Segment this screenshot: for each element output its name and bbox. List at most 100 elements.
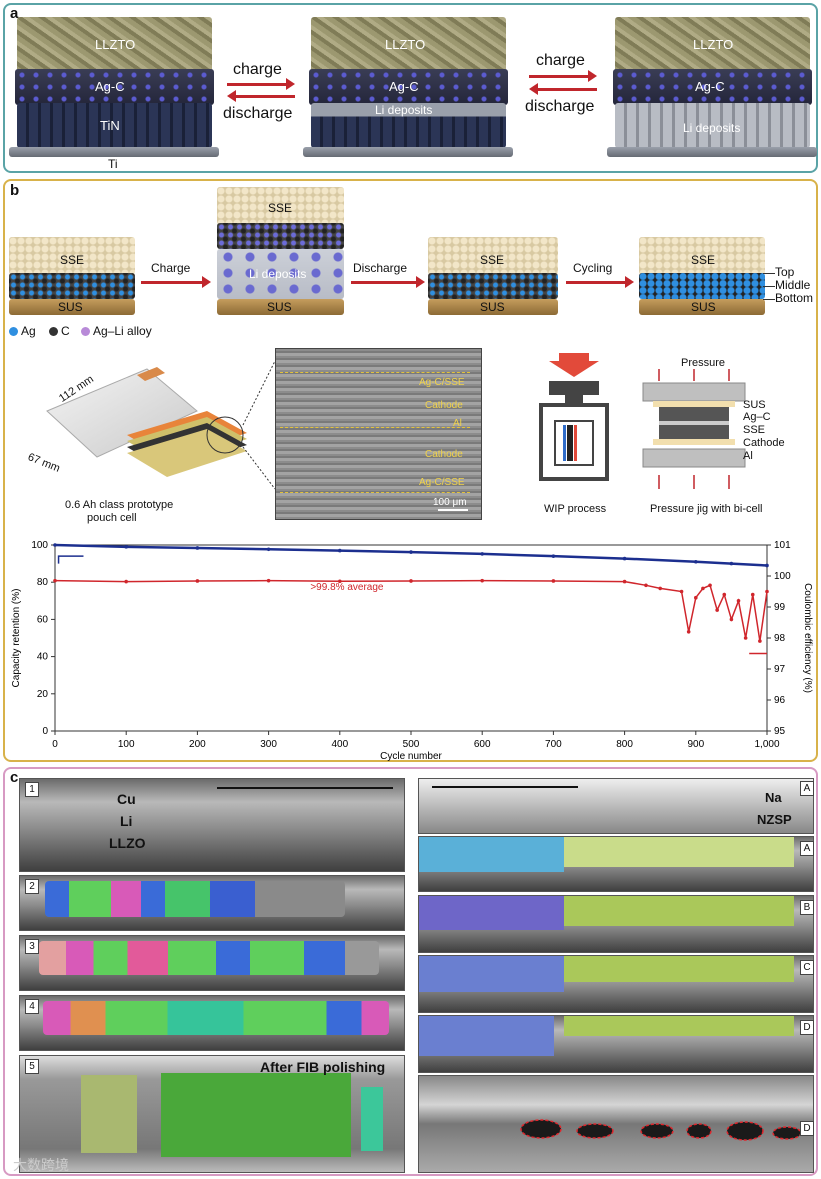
data-point <box>736 599 741 603</box>
data-point <box>338 548 342 553</box>
ebsd-grain <box>564 956 794 982</box>
discharge-arrow <box>351 276 425 288</box>
llzto-layer <box>615 17 810 72</box>
jig-sus-label: SUS <box>743 399 766 411</box>
discharge-label: discharge <box>223 105 293 122</box>
data-point <box>765 589 769 594</box>
cycling-step-label: Cycling <box>573 261 613 275</box>
region-tag: B <box>800 900 814 915</box>
data-point <box>644 583 648 588</box>
data-point <box>758 639 762 643</box>
data-point <box>195 579 200 583</box>
leader-line <box>763 299 775 300</box>
x-tick-label: 500 <box>403 739 420 750</box>
sus-layer <box>9 299 135 315</box>
nzsp-label: NZSP <box>757 812 792 827</box>
series-line <box>54 579 768 642</box>
bottom-layer-label: Bottom <box>775 291 814 305</box>
tin-label: TiN <box>100 118 120 133</box>
x-axis-label: Cycle number <box>380 751 442 761</box>
x-tick-label: 300 <box>260 739 277 750</box>
data-point <box>124 579 128 584</box>
llzo-label: LLZO <box>109 835 146 851</box>
middle-layer-label: Middle <box>775 278 811 292</box>
data-point <box>266 547 271 552</box>
x-tick-label: 400 <box>331 739 348 750</box>
x-tick-label: 200 <box>189 739 206 750</box>
panel-c-label: c <box>10 769 19 786</box>
jig-cathode-label: Cathode <box>743 437 785 449</box>
y2-axis-label: Coulombic efficiency (%) <box>802 583 813 693</box>
wip-process-illustration <box>539 353 609 481</box>
pressure-label: Pressure <box>681 357 726 369</box>
jig-ag-c-label: Ag–C <box>743 411 771 423</box>
y-tick-label: 0 <box>42 726 48 737</box>
jig-caption: Pressure jig with bi-cell <box>650 503 763 515</box>
scale-bar <box>432 786 578 788</box>
y2-tick-label: 96 <box>774 695 786 706</box>
ag-c-label: Ag-C <box>95 79 125 94</box>
jig-sse-label: SSE <box>743 424 766 436</box>
tin-pillars <box>17 103 212 148</box>
data-point <box>409 579 413 583</box>
x-tick-label: 0 <box>52 739 58 750</box>
data-point <box>266 578 271 583</box>
row-number: 3 <box>25 939 39 954</box>
sus-label: SUS <box>691 300 716 314</box>
data-point <box>715 608 719 612</box>
sse-label: SSE <box>268 201 293 215</box>
panel-c: c Cu Li LLZO After FIB polishing 1 2 3 4… <box>3 767 818 1176</box>
cycling-performance-chart: 0 100 200 300 400 500 600 700 800 900 1,000 0 20 40 60… <box>11 540 813 761</box>
ag-c-layer <box>613 69 812 105</box>
partial-li-pillars <box>311 103 506 148</box>
leader-line <box>763 286 775 287</box>
data-point <box>694 595 698 600</box>
ag-c-layer <box>639 273 765 299</box>
data-point <box>480 552 485 556</box>
annotation-label: >99.8% average <box>310 582 384 593</box>
region-tag: D <box>800 1020 814 1035</box>
y-tick-label: 20 <box>37 689 49 700</box>
sse-layer <box>9 237 135 275</box>
data-point <box>195 546 200 550</box>
data-point <box>658 586 662 591</box>
ag-c-layer <box>309 69 508 105</box>
pouch-caption-line2: pouch cell <box>87 512 137 524</box>
x-tick-label: 700 <box>545 739 562 750</box>
data-point <box>551 579 556 583</box>
ebsd-grain <box>564 1016 794 1036</box>
y2-tick-label: 100 <box>774 571 791 582</box>
jig-al-label: Al <box>743 450 753 462</box>
sus-label: SUS <box>267 300 292 314</box>
x-tick-label: 600 <box>474 739 491 750</box>
layer-guide <box>280 427 470 429</box>
row-number: 4 <box>25 999 39 1014</box>
pouch-caption-line1: 0.6 Ah class prototype <box>65 499 174 511</box>
ebsd-grain-map <box>43 1001 389 1035</box>
cycling-arrow <box>566 276 634 288</box>
y-axis-label: Capacity retention (%) <box>11 589 22 688</box>
series-line <box>54 543 768 567</box>
ag-li-alloy-legend-label: Ag–Li alloy <box>93 324 152 338</box>
region-tag: A <box>800 781 814 796</box>
sse-label: SSE <box>691 253 716 267</box>
data-point <box>338 579 342 584</box>
li-deposits-label: Li deposits <box>249 267 307 281</box>
x-tick-label: 100 <box>118 739 135 750</box>
data-point <box>53 578 57 583</box>
charge-arrow <box>529 70 597 82</box>
li-label: Li <box>120 813 133 829</box>
charge-arrow <box>227 78 295 90</box>
data-point <box>722 592 727 597</box>
x-tick-label: 1,000 <box>754 739 779 750</box>
data-point <box>686 630 691 634</box>
ebsd-grain <box>81 1075 137 1153</box>
ag-c-layer <box>428 273 558 299</box>
top-layer-label: Top <box>775 265 795 279</box>
discharge-label: discharge <box>525 98 595 115</box>
ebsd-grain <box>161 1073 351 1157</box>
ebsd-grain <box>419 896 564 930</box>
y-tick-label: 40 <box>37 652 49 663</box>
llzto-layer <box>311 17 506 72</box>
data-point <box>622 579 627 584</box>
